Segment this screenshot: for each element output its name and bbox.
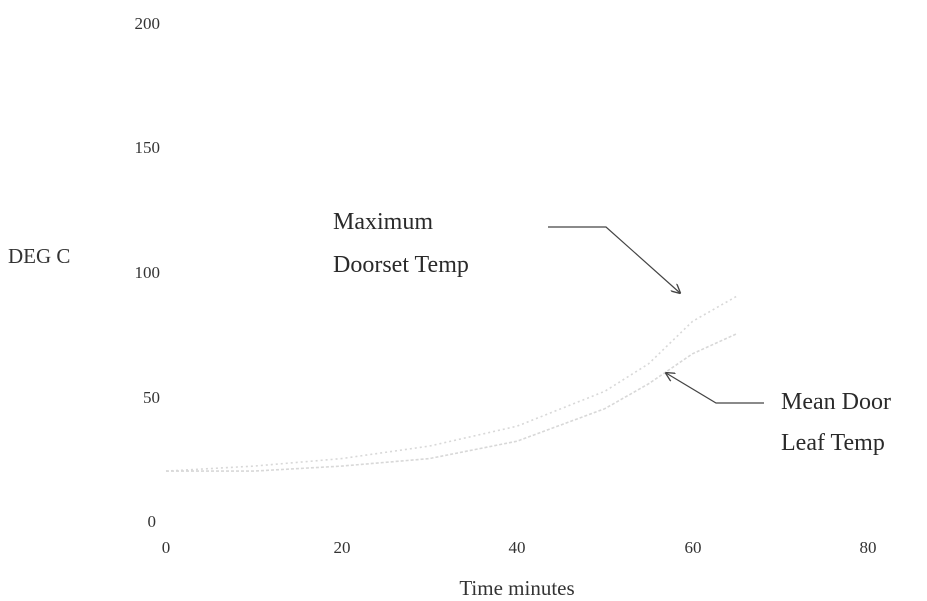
annotation-max-line2: Doorset Temp [333,252,469,278]
y-tick-label: 50 [143,388,160,407]
series-line-1 [166,333,737,472]
series-layer [165,295,737,472]
y-axis-label: DEG C [8,244,70,268]
x-axis: 0 20 40 60 80 [162,538,877,557]
y-tick-label: 200 [135,14,161,33]
annotation-mean-arrow [666,373,764,404]
x-axis-label: Time minutes [459,576,574,600]
annotation-mean-leaf: Mean Door Leaf Temp [666,373,891,456]
annotation-max-line1: Maximum [333,209,433,235]
y-tick-label: 100 [135,263,161,282]
y-axis: 200 150 100 50 0 [135,14,161,531]
y-tick-label: 0 [148,512,157,531]
y-tick-label: 150 [135,138,161,157]
x-tick-label: 0 [162,538,171,557]
x-tick-label: 20 [334,538,351,557]
annotation-mean-line1: Mean Door [781,389,891,415]
annotation-max-doorset: Maximum Doorset Temp [333,209,680,293]
series-line-0 [165,295,737,472]
annotation-mean-line2: Leaf Temp [781,430,885,456]
x-tick-label: 80 [860,538,877,557]
x-tick-label: 40 [509,538,526,557]
x-tick-label: 60 [685,538,702,557]
annotation-max-arrow [548,226,680,293]
